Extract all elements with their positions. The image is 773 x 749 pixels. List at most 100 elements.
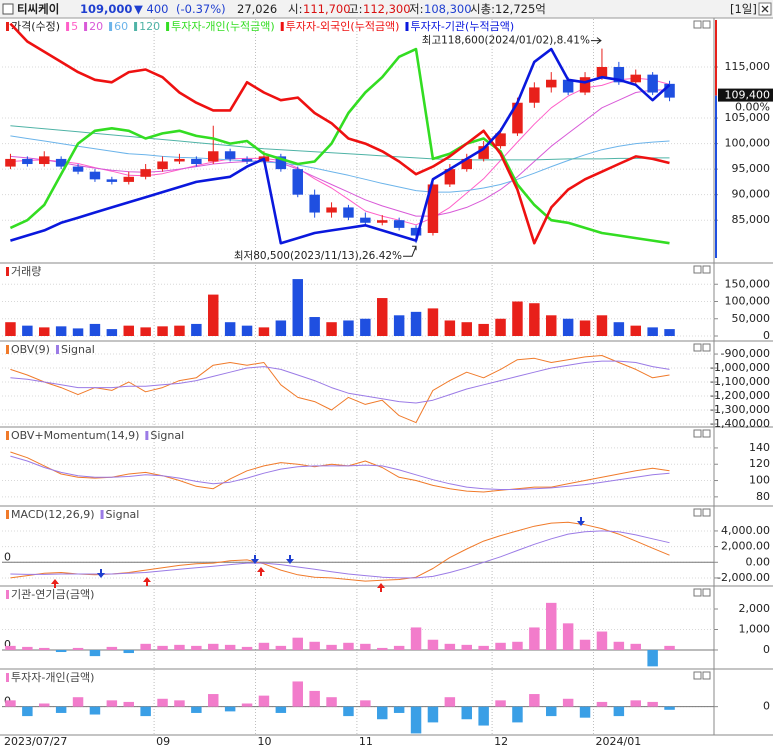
open-label: 시:: [288, 2, 302, 16]
bar: [579, 706, 591, 718]
bar: [140, 643, 151, 650]
legend-marker: [109, 22, 113, 31]
y-tick-label: -900,000: [721, 347, 770, 360]
candle-body: [377, 220, 388, 223]
bar: [664, 329, 675, 336]
current-price-box: [718, 88, 773, 102]
bar: [191, 323, 202, 336]
bar: [512, 706, 523, 723]
y-tick-label: 140: [749, 441, 770, 454]
bar: [613, 641, 625, 650]
series-line: [10, 451, 670, 493]
candle-body: [292, 169, 303, 195]
bar: [89, 323, 101, 336]
bar: [579, 639, 591, 650]
bar: [174, 644, 185, 650]
bar: [55, 706, 67, 713]
candle-body: [39, 156, 50, 165]
bar: [630, 643, 641, 650]
bar: [529, 694, 540, 707]
bar: [427, 706, 439, 723]
y-tick-label: 2,000: [739, 602, 771, 615]
bar: [22, 646, 33, 650]
panel-close: [702, 20, 711, 29]
bar: [360, 318, 371, 336]
bar: [224, 644, 236, 650]
legend-marker: [6, 431, 9, 440]
y-tick-label: 4,000.00: [721, 524, 770, 537]
bar: [208, 294, 219, 336]
legend-marker: [6, 22, 9, 31]
series-line: [10, 135, 670, 193]
bar: [613, 706, 625, 717]
bar: [39, 647, 50, 650]
bar: [478, 323, 489, 336]
volume: 27,026: [237, 2, 277, 16]
header: 티씨케이 109,000 ▼ 400 (-0.37%) 27,026 시: 11…: [0, 0, 773, 19]
series-line: [10, 47, 671, 245]
bar: [106, 700, 118, 707]
candle-body: [630, 74, 641, 83]
bar: [343, 706, 354, 717]
market-cap: 시총:12,725억: [470, 2, 546, 16]
y-tick-label: 90,000: [732, 188, 771, 201]
legend-label: 거래량: [11, 265, 41, 278]
current-price: 109,400: [725, 89, 771, 102]
panel-option: [693, 265, 702, 274]
bar: [191, 706, 202, 713]
panel-option: [693, 671, 702, 680]
panel-close: [702, 588, 711, 597]
legend-label: 투자자-기관(누적금액): [410, 20, 514, 33]
bar: [647, 327, 658, 336]
x-tick-label: 2023/07/27: [4, 735, 67, 748]
candle-body: [22, 158, 33, 165]
bar: [241, 703, 253, 707]
bar: [393, 706, 405, 713]
bar: [5, 700, 16, 707]
baseline-label: 0: [4, 550, 11, 563]
low-label: 저:: [409, 2, 423, 16]
bar: [258, 327, 270, 336]
bar: [241, 646, 253, 650]
price: 109,000: [80, 2, 132, 16]
y-tick-label: 0: [763, 329, 770, 342]
sell-signal: [577, 517, 585, 526]
legend-label: Signal: [150, 429, 184, 442]
bar: [326, 697, 337, 707]
panel-option: [693, 343, 702, 352]
y-tick-label: 80: [756, 490, 770, 503]
bar: [562, 318, 574, 336]
bar: [241, 325, 253, 336]
bar: [647, 649, 658, 667]
y-tick-label: -1,200,000: [710, 389, 770, 402]
legend-label: MACD(12,26,9): [11, 508, 95, 521]
bar: [461, 322, 472, 336]
bar: [562, 623, 574, 650]
candle-body: [309, 194, 320, 213]
legend-marker: [405, 22, 409, 31]
sell-signal: [97, 569, 105, 578]
y-tick-label: 100,000: [725, 137, 771, 150]
legend-marker: [100, 510, 104, 519]
period[interactable]: [1일]: [730, 2, 757, 16]
bar: [630, 700, 641, 707]
candle-body: [89, 171, 101, 180]
checkbox[interactable]: [2, 3, 14, 15]
bar: [393, 315, 405, 336]
candle-body: [393, 220, 405, 228]
bar: [292, 681, 303, 707]
bar: [579, 320, 591, 336]
change-pct: (-0.37%): [176, 2, 226, 16]
legend-label: Signal: [106, 508, 140, 521]
candle-body: [427, 184, 439, 233]
bar: [123, 649, 134, 654]
panel-option: [693, 508, 702, 517]
candle-body: [326, 207, 337, 213]
candle-body: [579, 77, 591, 93]
sell-signal: [251, 555, 259, 564]
legend-label: 투자자-개인(누적금액): [171, 20, 275, 33]
bar: [208, 643, 219, 650]
bar: [309, 690, 320, 707]
bar: [427, 308, 439, 336]
